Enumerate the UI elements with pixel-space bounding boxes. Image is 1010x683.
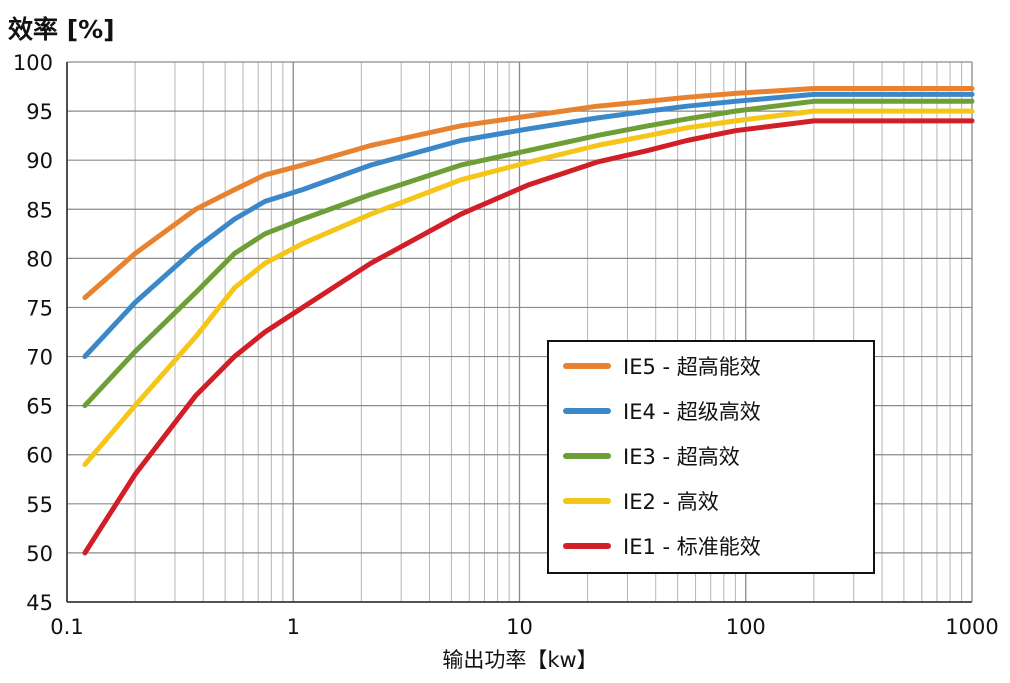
- legend-label: IE5 - 超高能效: [623, 355, 761, 379]
- legend-label: IE1 - 标准能效: [623, 535, 761, 559]
- series-line: [82, 108, 975, 467]
- series-line: [82, 86, 975, 301]
- series-line: [82, 98, 975, 409]
- y-tick-label: 55: [26, 493, 53, 517]
- legend-item: IE5 - 超高能效: [563, 351, 761, 381]
- legend-label: IE3 - 超高效: [623, 445, 740, 469]
- legend-swatch: [563, 543, 611, 549]
- x-tick-label: 100: [726, 615, 766, 639]
- x-tick-label: 10: [506, 615, 533, 639]
- y-tick-label: 70: [26, 346, 53, 370]
- y-tick-label: 50: [26, 542, 53, 566]
- legend-label: IE4 - 超级高效: [623, 400, 761, 424]
- y-axis-label: 效率 [%]: [8, 15, 115, 44]
- y-tick-label: 95: [26, 100, 53, 124]
- x-tick-label: 1: [287, 615, 300, 639]
- x-tick-label: 1000: [945, 615, 998, 639]
- legend-swatch: [563, 363, 611, 369]
- y-tick-label: 90: [26, 149, 53, 173]
- y-tick-label: 85: [26, 198, 53, 222]
- series-line: [82, 118, 975, 556]
- legend-item: IE2 - 高效: [563, 486, 719, 516]
- legend-item: IE4 - 超级高效: [563, 396, 761, 426]
- legend-swatch: [563, 408, 611, 414]
- y-tick-label: 45: [26, 591, 53, 615]
- legend-item: IE1 - 标准能效: [563, 531, 761, 561]
- y-tick-label: 60: [26, 444, 53, 468]
- x-tick-label: 0.1: [50, 615, 83, 639]
- legend: IE5 - 超高能效 IE4 - 超级高效 IE3 - 超高效 IE2 - 高效 IE1…: [547, 340, 875, 574]
- series-line: [82, 91, 975, 359]
- y-tick-label: 65: [26, 395, 53, 419]
- y-tick-label: 75: [26, 296, 53, 320]
- legend-swatch: [563, 453, 611, 459]
- legend-item: IE3 - 超高效: [563, 441, 740, 471]
- legend-label: IE2 - 高效: [623, 490, 719, 514]
- legend-swatch: [563, 498, 611, 504]
- y-tick-label: 80: [26, 247, 53, 271]
- y-tick-label: 100: [13, 51, 53, 75]
- x-axis-label: 输出功率【kw】: [442, 648, 598, 672]
